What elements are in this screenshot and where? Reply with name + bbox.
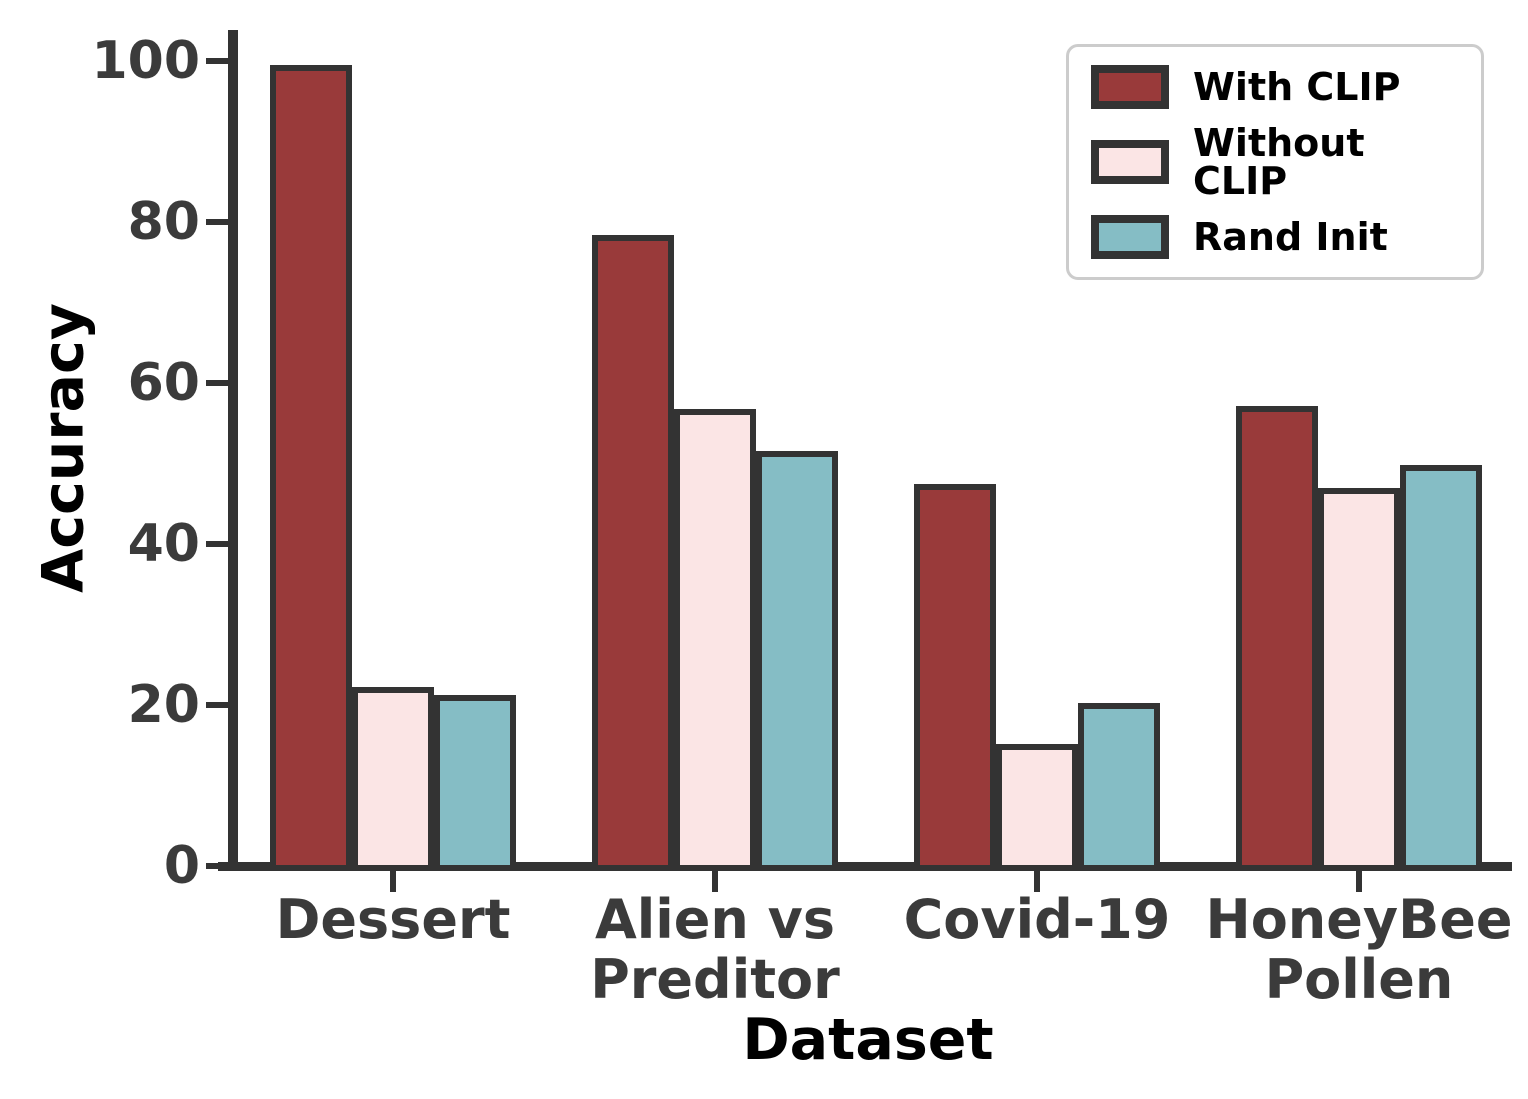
x-tick-label: Alien vs Preditor <box>590 888 840 1012</box>
x-tick-label: Dessert <box>275 888 511 951</box>
y-tick-label: 60 <box>127 353 200 413</box>
legend-label: Rand Init <box>1193 215 1388 259</box>
y-tick-mark <box>206 702 232 708</box>
legend-item: With CLIP <box>1091 65 1459 109</box>
bar-with-clip <box>1236 405 1318 871</box>
x-tick-mark <box>1356 870 1362 892</box>
legend: With CLIP Without CLIP Rand Init <box>1066 44 1484 280</box>
x-axis-spine <box>218 862 1512 871</box>
bar-without-clip <box>996 744 1078 871</box>
bar-rand-init <box>1078 703 1160 871</box>
legend-item: Rand Init <box>1091 215 1459 259</box>
y-tick-label: 20 <box>127 675 200 735</box>
bar-with-clip <box>270 65 352 871</box>
y-tick-mark <box>206 58 232 64</box>
legend-label: With CLIP <box>1193 65 1401 109</box>
y-tick-label: 0 <box>163 836 200 896</box>
legend-item: Without CLIP <box>1091 124 1459 200</box>
y-tick-mark <box>206 219 232 225</box>
x-tick-label: Covid-19 <box>903 888 1171 951</box>
x-axis-label: Dataset <box>742 1007 994 1073</box>
x-tick-mark <box>712 870 718 892</box>
legend-swatch-icon <box>1091 215 1169 259</box>
bar-without-clip <box>352 687 434 871</box>
y-tick-mark <box>206 541 232 547</box>
legend-label: Without CLIP <box>1193 121 1365 203</box>
bar-rand-init <box>1400 465 1482 871</box>
bar-with-clip <box>914 484 996 871</box>
bar-rand-init <box>434 694 516 871</box>
bar-without-clip <box>1318 488 1400 871</box>
y-tick-label: 80 <box>127 192 200 252</box>
bar-without-clip <box>674 408 756 871</box>
legend-swatch-icon <box>1091 65 1169 109</box>
y-tick-mark <box>206 863 232 869</box>
bar-rand-init <box>756 451 838 871</box>
y-tick-label: 100 <box>91 31 200 91</box>
x-tick-mark <box>390 870 396 892</box>
y-tick-mark <box>206 380 232 386</box>
bar-with-clip <box>592 234 674 871</box>
y-tick-label: 40 <box>127 514 200 574</box>
legend-swatch-icon <box>1091 140 1169 184</box>
y-axis-spine <box>228 30 238 871</box>
x-tick-label: HoneyBee Pollen <box>1205 888 1513 1012</box>
x-tick-mark <box>1034 870 1040 892</box>
